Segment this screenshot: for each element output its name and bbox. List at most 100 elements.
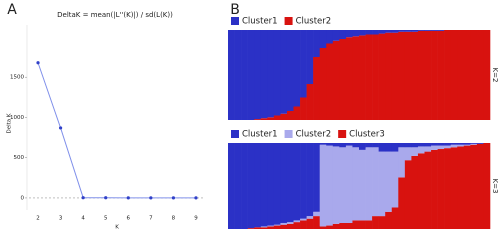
bar-segment xyxy=(365,143,373,148)
bar-segment xyxy=(365,220,373,229)
bar-segment xyxy=(300,143,307,219)
bar-segment xyxy=(260,118,268,120)
bar-segment xyxy=(260,226,268,228)
bar-segment xyxy=(234,30,242,120)
bar-segment xyxy=(365,34,373,120)
bar-segment xyxy=(417,30,425,120)
bar-segment xyxy=(470,143,478,145)
legend-swatch xyxy=(284,17,293,25)
bar-segment xyxy=(247,30,255,120)
bar-segment xyxy=(352,147,360,221)
bar-segment xyxy=(286,143,294,223)
bar-segment xyxy=(470,30,478,120)
bar-segment xyxy=(391,30,399,33)
bar-segment xyxy=(339,143,347,148)
bar-segment xyxy=(339,30,347,39)
panel-label: B xyxy=(230,2,240,18)
bar-segment xyxy=(254,227,262,229)
bar-segment xyxy=(273,225,281,229)
bar-segment xyxy=(280,222,288,225)
bar-segment xyxy=(378,33,386,120)
data-point xyxy=(194,196,198,200)
legend-label: Cluster1 xyxy=(242,130,278,140)
y-axis-label: Delta K xyxy=(7,113,13,133)
bar-segment xyxy=(286,111,294,120)
bar-segment xyxy=(293,220,301,223)
bar-segment xyxy=(372,34,379,120)
bar-segment xyxy=(417,30,425,31)
bar-segment xyxy=(431,145,438,150)
side-label: K=3 xyxy=(491,179,499,194)
bar-segment xyxy=(424,151,432,229)
bar-segment xyxy=(411,31,419,120)
x-tick-label: 2 xyxy=(36,216,40,222)
bar-segment xyxy=(345,222,353,229)
bar-segment xyxy=(352,143,360,148)
bar-segment xyxy=(267,143,275,226)
y-tick-label: 0 xyxy=(21,195,25,201)
bar-segment xyxy=(286,222,294,224)
bar-segment xyxy=(352,36,360,120)
bar-segment xyxy=(404,31,412,120)
x-tick-label: 7 xyxy=(149,216,153,222)
bar-segment xyxy=(345,145,353,223)
bar-segment xyxy=(228,143,235,229)
data-point xyxy=(58,126,63,130)
bar-segment xyxy=(483,143,491,229)
bar-segment xyxy=(319,226,327,229)
bar-segment xyxy=(378,143,386,152)
bar-segment xyxy=(365,147,373,221)
bar-segment xyxy=(359,220,366,229)
bar-segment xyxy=(457,30,465,120)
bar-segment xyxy=(385,211,393,229)
bar-segment xyxy=(398,177,406,229)
bar-segment xyxy=(332,143,340,147)
bar-segment xyxy=(293,143,301,221)
bar-segment xyxy=(483,30,491,120)
chart-title: DeltaK = mean(|L''(K)|) / sd(L(K)) xyxy=(57,11,173,19)
bar-segment xyxy=(280,224,288,229)
bar-segment xyxy=(359,35,366,120)
bar-segment xyxy=(300,30,307,98)
bar-segment xyxy=(332,30,340,41)
data-point xyxy=(36,61,40,65)
bar-segment xyxy=(372,216,379,229)
bar-segment xyxy=(332,223,340,229)
bar-segment xyxy=(319,30,327,48)
bar-segment xyxy=(293,106,301,120)
x-axis-label: K xyxy=(115,225,119,231)
bar-segment xyxy=(273,224,281,226)
bar-segment xyxy=(404,160,412,229)
data-point xyxy=(126,196,130,200)
bar-segment xyxy=(339,147,347,223)
legend-label: Cluster2 xyxy=(296,130,332,140)
bar-segment xyxy=(391,32,399,121)
bar-segment xyxy=(385,30,393,33)
bar-segment xyxy=(241,143,248,229)
data-line xyxy=(37,62,196,199)
bar-segment xyxy=(260,30,268,119)
legend-label: Cluster3 xyxy=(349,130,385,140)
legend-label: Cluster1 xyxy=(242,17,278,27)
bar-segment xyxy=(260,143,268,227)
bar-segment xyxy=(372,143,379,148)
bar-segment xyxy=(267,226,275,229)
bar-segment xyxy=(359,143,366,150)
bar-segment xyxy=(273,143,281,225)
bar-segment xyxy=(417,143,425,147)
legend-label: Cluster2 xyxy=(296,17,332,27)
bar-segment xyxy=(437,143,445,146)
bar-segment xyxy=(450,30,458,120)
bar-segment xyxy=(306,30,314,84)
bar-segment xyxy=(437,30,445,120)
bar-segment xyxy=(378,151,386,217)
bar-segment xyxy=(313,211,320,217)
bar-segment xyxy=(286,223,294,229)
bar-segment xyxy=(345,143,353,146)
bar-segment xyxy=(352,220,360,229)
bar-segment xyxy=(300,218,307,221)
bar-segment xyxy=(450,147,458,229)
bar-segment xyxy=(260,227,268,229)
bar-segment xyxy=(470,143,478,144)
bar-segment xyxy=(378,30,386,34)
